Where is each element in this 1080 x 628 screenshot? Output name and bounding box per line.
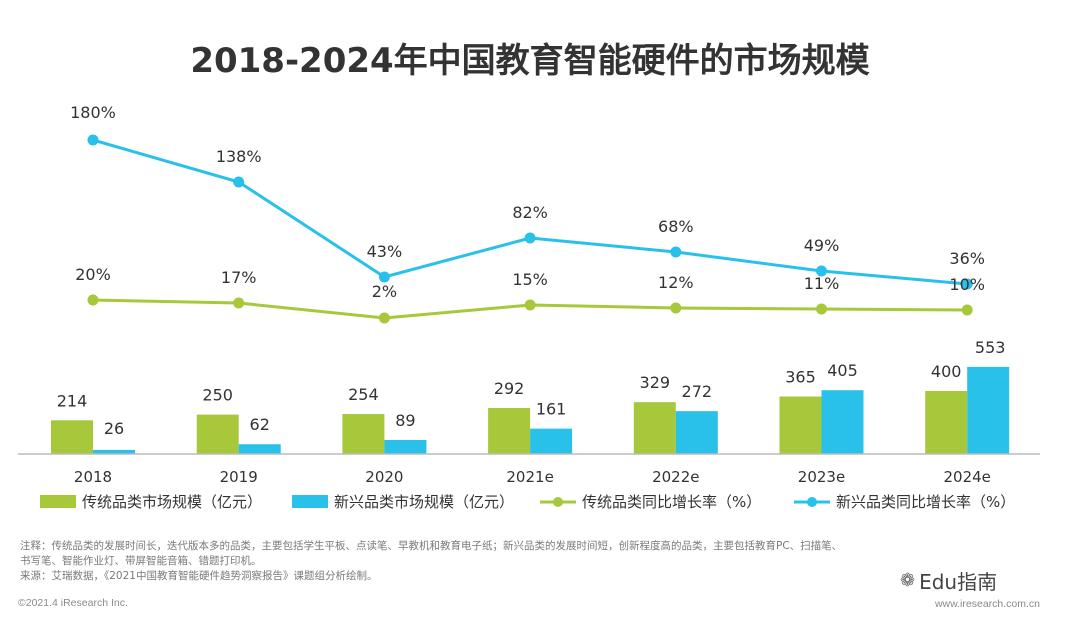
bar-emerging [967,366,1010,454]
note-line-2: 书写笔、智能作业灯、带屏智能音箱、错题打印机。 [20,555,262,567]
bar-emerging [530,428,573,454]
bar-value-label: 89 [395,411,415,430]
line-point [524,232,536,244]
bar-value-label: 553 [975,338,1006,357]
line-value-label: 49% [804,236,840,255]
bar-traditional [488,408,531,454]
line-point [87,134,99,146]
legend-label: 传统品类市场规模（亿元） [82,493,262,511]
bar-value-label: 272 [682,382,713,401]
line-value-label: 12% [658,273,694,292]
line-point [961,304,973,316]
chart-title: 2018-2024年中国教育智能硬件的市场规模 [190,41,869,81]
bar-emerging [675,411,718,454]
line-point [524,299,536,311]
bar-value-label: 214 [57,391,88,410]
source-line: 来源：艾瑞数据，《2021中国教育智能硬件趋势洞察报告》课题组分析绘制。 [20,570,378,582]
ticks-layer: 2018 2019 2020 2021e 2022e 2023e 2024e [74,468,991,486]
line-point [816,303,827,315]
line-value-label: 11% [804,274,840,293]
wechat-icon: ❁ [900,570,916,591]
legend-swatch-dot [553,497,563,507]
bar-traditional [779,396,822,454]
bar-value-label: 400 [931,362,962,381]
line-value-label: 68% [658,217,694,236]
line-value-label: 2% [372,282,397,301]
line-point [670,246,682,258]
legend-label: 传统品类同比增长率（%） [582,493,761,511]
line-point [961,278,973,290]
line-point [378,271,390,283]
bar-emerging [93,449,135,454]
legend-label: 新兴品类同比增长率（%） [836,493,1015,511]
bar-traditional [342,413,385,454]
copyright: ©2021.4 iResearch Inc. [18,597,128,609]
lines-layer [87,134,973,324]
line-value-label: 82% [512,203,548,222]
line-value-label: 43% [367,242,403,261]
line-point [816,265,827,277]
bar-value-label: 254 [348,385,379,404]
line-value-label: 15% [512,270,548,289]
line-value-label: 138% [216,147,262,166]
note-line-1: 注释：传统品类的发展时间长，迭代版本多的品类，主要包括学生平板、点读笔、早教机和… [20,540,843,552]
bar-emerging [238,444,281,454]
bar-traditional [51,420,93,454]
bar-value-label: 161 [536,400,567,419]
bar-value-label: 250 [202,386,233,405]
watermark-text: Edu指南 [919,570,998,594]
legend-label: 新兴品类市场规模（亿元） [334,493,514,511]
watermark: ❁ Edu指南 [900,566,997,595]
bar-traditional [925,391,968,454]
line-point [670,302,682,314]
bar-value-label: 365 [785,368,816,387]
line-point [233,176,245,188]
line-value-label: 20% [75,265,111,284]
bar-emerging [821,390,864,454]
legend-swatch [40,495,76,508]
line-value-label: 17% [221,268,257,287]
x-tick-label: 2021e [506,468,553,486]
legend-swatch [292,495,328,508]
bar-value-label: 292 [494,379,525,398]
x-tick-label: 2019 [220,468,258,486]
website: www.iresearch.com.cn [934,598,1040,610]
line-value-label: 10% [949,275,985,294]
bar-value-label: 26 [104,419,124,438]
x-tick-label: 2023e [798,468,845,486]
labels-layer: 214 26 250 62 254 89 292 161 329 272 365 405 400 553 2… [57,103,1006,438]
bars-layer [51,366,1010,454]
bar-traditional [633,402,676,454]
line-value-label: 36% [949,249,985,268]
bar-emerging [384,439,427,454]
line-point [87,294,99,306]
line-value-label: 180% [70,103,116,122]
legend: 传统品类市场规模（亿元） 新兴品类市场规模（亿元） 传统品类同比增长率（%） 新兴品类… [40,493,1015,511]
bar-value-label: 405 [827,361,858,380]
x-tick-label: 2024e [943,468,990,486]
bar-traditional [196,414,239,454]
x-tick-label: 2022e [652,468,699,486]
x-tick-label: 2018 [74,468,112,486]
bar-value-label: 329 [640,373,671,392]
x-tick-label: 2020 [365,468,403,486]
bar-value-label: 62 [250,415,270,434]
line-point [378,312,390,324]
line-point [233,297,245,309]
legend-swatch-dot [807,497,817,507]
